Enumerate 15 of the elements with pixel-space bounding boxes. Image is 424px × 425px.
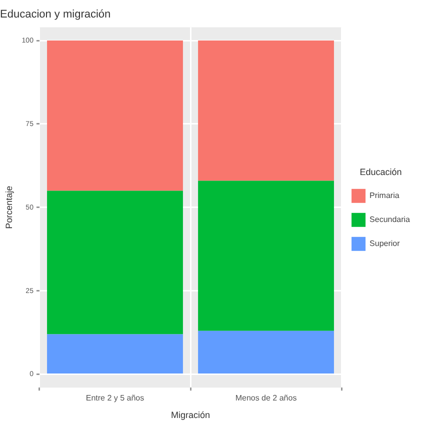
y-axis-title: Porcentaje — [4, 186, 14, 229]
chart-title: Educacion y migración — [0, 8, 111, 21]
x-axis-title: Migración — [170, 410, 210, 420]
bar — [198, 330, 334, 374]
x-tick-label: Entre 2 y 5 años — [86, 394, 144, 403]
bar — [47, 40, 183, 191]
bar — [198, 180, 334, 331]
legend-title: Educación — [360, 167, 402, 178]
legend-label: Secundaria — [370, 215, 411, 224]
legend-label: Superior — [370, 239, 400, 248]
bar — [47, 334, 183, 374]
x-tick-label: Menos de 2 años — [235, 394, 297, 403]
bar — [198, 40, 334, 181]
bar — [47, 190, 183, 334]
legend-label: Primaria — [370, 191, 400, 200]
